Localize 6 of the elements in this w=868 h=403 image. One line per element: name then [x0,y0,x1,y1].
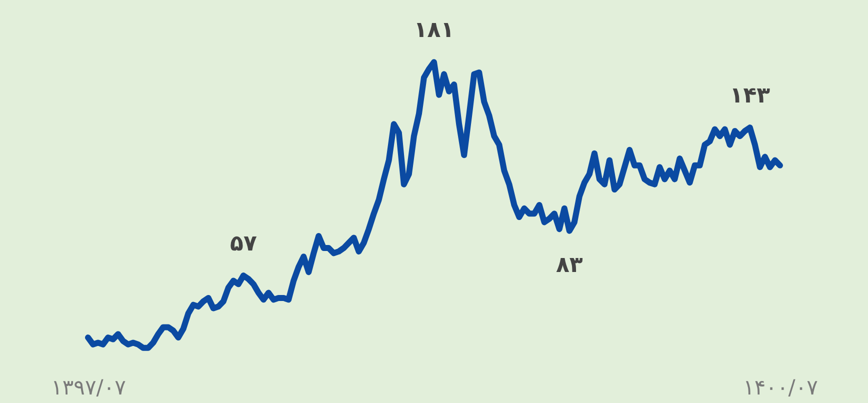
data-label: ۱۸۱ [414,18,454,44]
data-label: ۸۳ [556,252,584,278]
data-label: ۵۷ [230,232,258,257]
x-tick-label: ۱۳۹۷/۰۷ [51,376,126,400]
data-label: ۱۴۳ [730,84,771,109]
x-tick-label: ۱۴۰۰/۰۷ [743,376,818,400]
